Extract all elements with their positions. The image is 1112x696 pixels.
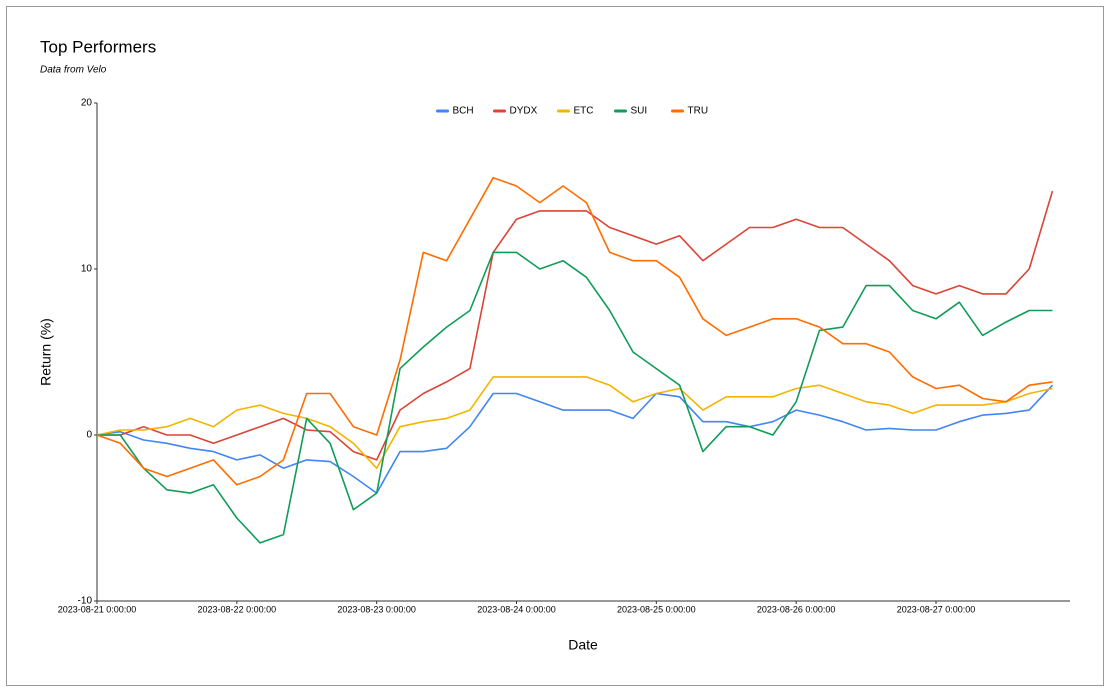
series-line <box>97 251 1053 544</box>
series-line <box>96 384 1054 494</box>
y-axis-label: Return (%) <box>38 318 54 386</box>
x-tick-label: 2023-08-24 0:00:00 <box>477 604 556 614</box>
legend-label: TRU <box>688 106 709 117</box>
legend-label: BCH <box>453 106 474 117</box>
series-line <box>96 176 1053 486</box>
x-tick-label: 2023-08-27 0:00:00 <box>897 604 976 614</box>
legend-label: SUI <box>631 106 648 117</box>
chart-subtitle: Data from Velo <box>40 65 107 76</box>
x-tick-label: 2023-08-26 0:00:00 <box>757 604 836 614</box>
x-tick-label: 2023-08-23 0:00:00 <box>337 604 416 614</box>
legend-label: ETC <box>574 106 594 117</box>
x-tick-label: 2023-08-25 0:00:00 <box>617 604 696 614</box>
series-line <box>96 376 1053 469</box>
x-tick-label: 2023-08-22 0:00:00 <box>198 604 277 614</box>
y-tick-label: 10 <box>81 264 93 275</box>
chart-title: Top Performers <box>40 37 156 56</box>
legend-label: DYDX <box>510 106 538 117</box>
y-tick-label: 0 <box>86 430 92 441</box>
x-tick-label: 2023-08-21 0:00:00 <box>58 604 137 614</box>
y-tick-label: -10 <box>78 596 93 607</box>
x-axis-label: Date <box>568 637 598 653</box>
series-line <box>97 190 1054 461</box>
y-tick-label: 20 <box>81 98 93 109</box>
frame <box>6 6 1104 686</box>
